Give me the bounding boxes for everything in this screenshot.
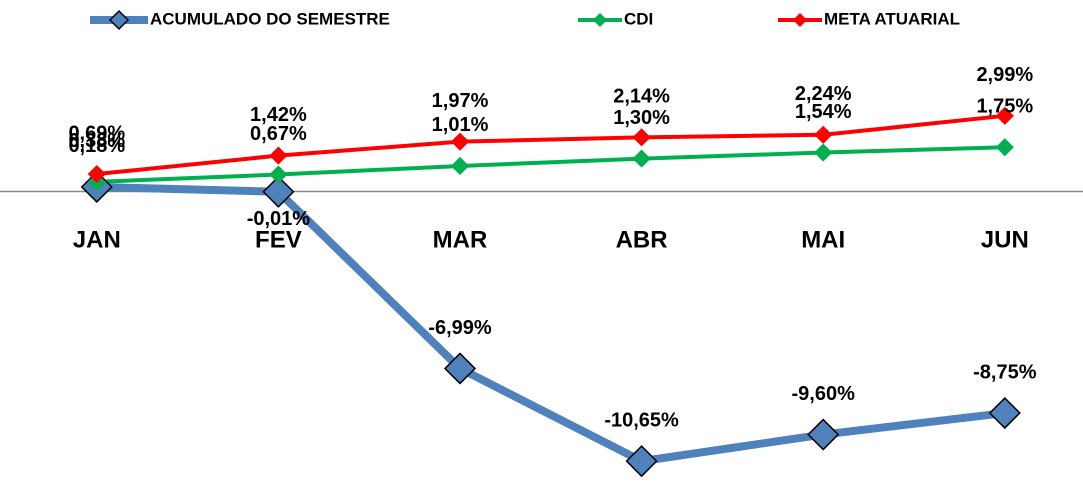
data-label: -8,75% (973, 361, 1037, 383)
legend-label: META ATUARIAL (824, 9, 960, 28)
data-point (995, 106, 1014, 125)
data-label: 1,97% (432, 90, 489, 112)
data-label: 1,75% (976, 95, 1033, 117)
series-line (96, 182, 1006, 466)
legend-label: CDI (624, 9, 653, 28)
series-line (96, 145, 1005, 184)
data-label: 0,38% (68, 130, 125, 152)
x-tick-label: MAR (433, 226, 488, 253)
data-point (262, 175, 295, 208)
data-point (269, 146, 288, 165)
legend-label: ACUMULADO DO SEMESTRE (150, 9, 390, 28)
x-tick-label: ABR (616, 226, 668, 253)
data-point (450, 132, 470, 151)
data-label: -0,01% (247, 208, 311, 230)
data-label: 1,01% (432, 114, 489, 136)
data-label: 2,14% (613, 86, 670, 108)
data-label: 0,69% (68, 122, 125, 144)
data-label: 1,30% (613, 107, 670, 129)
data-label: 0,67% (250, 123, 307, 145)
data-point (443, 352, 477, 385)
legend-marker (108, 9, 130, 31)
legend-marker (792, 12, 808, 28)
data-point (87, 164, 106, 184)
data-label: 2,99% (976, 64, 1033, 86)
series-line (96, 113, 1006, 177)
data-point (988, 396, 1021, 430)
data-label: -9,60% (792, 383, 856, 405)
data-point (807, 418, 840, 451)
x-tick-label: JAN (73, 226, 121, 253)
x-tick-label: FEV (255, 226, 302, 253)
data-label: 2,24% (795, 83, 852, 105)
data-label: 1,42% (250, 104, 307, 126)
data-point (814, 143, 833, 162)
data-point (625, 445, 658, 478)
data-point (814, 125, 833, 144)
x-tick-label: JUN (981, 226, 1029, 253)
data-point (632, 149, 651, 168)
data-point (450, 156, 470, 176)
legend-marker (592, 12, 608, 28)
x-tick-label: MAI (801, 226, 845, 253)
data-point (995, 138, 1014, 157)
data-label: -6,99% (428, 317, 492, 339)
data-point (632, 128, 651, 147)
data-label: -10,65% (604, 409, 679, 431)
data-label: 0,18% (68, 135, 125, 157)
data-point (269, 165, 288, 184)
data-label: 1,54% (795, 101, 852, 123)
